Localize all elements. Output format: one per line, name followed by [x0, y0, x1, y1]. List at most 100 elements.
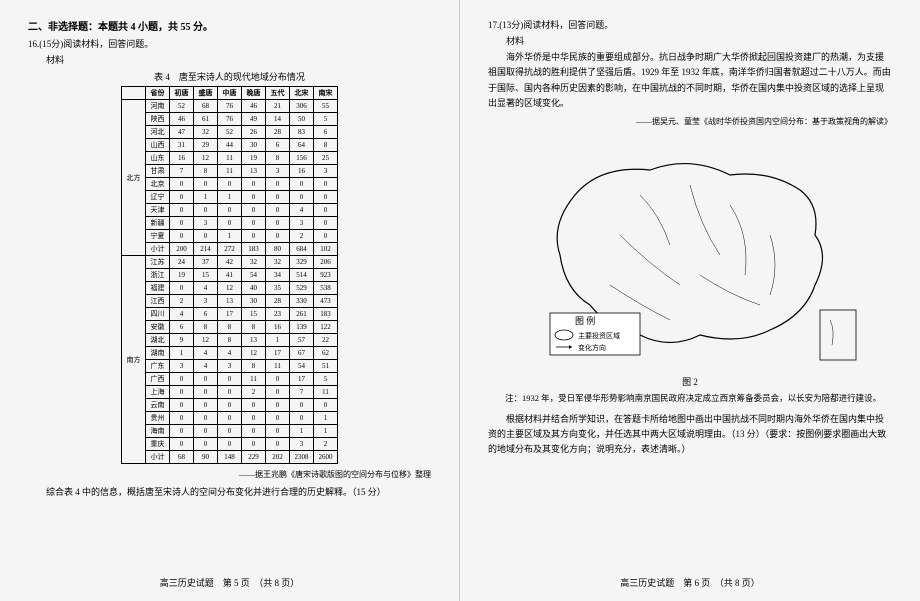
table-cell: 14	[266, 113, 290, 126]
table-cell: 0	[218, 425, 242, 438]
table-cell: 江西	[146, 295, 170, 308]
table-cell: 102	[314, 243, 338, 256]
table-cell: 923	[314, 269, 338, 282]
table-cell: 306	[290, 100, 314, 113]
table-cell: 0	[242, 191, 266, 204]
table-cell: 68	[194, 100, 218, 113]
table-cell: 47	[170, 126, 194, 139]
table-cell: 0	[218, 412, 242, 425]
col-header: 中唐	[218, 87, 242, 100]
q16-header: 16.(15分)阅读材料，回答问题。	[28, 37, 431, 50]
table-cell: 54	[290, 360, 314, 373]
table-cell: 0	[194, 373, 218, 386]
table-cell: 139	[290, 321, 314, 334]
table-cell: 6	[266, 139, 290, 152]
table-cell: 0	[194, 204, 218, 217]
table-cell: 52	[218, 126, 242, 139]
table-cell: 4	[194, 347, 218, 360]
table-cell: 小计	[146, 243, 170, 256]
table-cell: 19	[242, 152, 266, 165]
table-row: 南方江苏2437423232329206	[122, 256, 338, 269]
table-cell: 32	[242, 256, 266, 269]
table-cell: 37	[194, 256, 218, 269]
table-row: 小计20021427218380684102	[122, 243, 338, 256]
table-cell: 2	[314, 438, 338, 451]
table-cell: 229	[242, 451, 266, 464]
q17-question: 根据材料并结合所学知识，在答题卡所给地图中画出中国抗战不同时期内海外华侨在国内集…	[488, 412, 892, 458]
table-cell: 0	[266, 425, 290, 438]
table-cell: 0	[314, 230, 338, 243]
table-cell: 15	[242, 308, 266, 321]
table-cell: 62	[314, 347, 338, 360]
table-cell: 福建	[146, 282, 170, 295]
table-row: 上海00020711	[122, 386, 338, 399]
right-source: ——据吴元、童莹《战时华侨投资国内空间分布：基于政策视角的解读》	[488, 116, 892, 127]
para1: 海外华侨是中华民族的重要组成部分。抗日战争时期广大华侨掀起回国投资建厂的热潮，为…	[488, 50, 892, 111]
table-row: 福建04124035529538	[122, 282, 338, 295]
table-row: 安徽688816139122	[122, 321, 338, 334]
table-cell: 0	[170, 204, 194, 217]
table-cell: 24	[170, 256, 194, 269]
table-cell: 13	[218, 295, 242, 308]
table-cell: 67	[290, 347, 314, 360]
table-cell: 90	[194, 451, 218, 464]
table-cell: 四川	[146, 308, 170, 321]
table-cell: 46	[170, 113, 194, 126]
table-cell: 12	[218, 282, 242, 295]
table-cell: 32	[194, 126, 218, 139]
table-cell: 35	[266, 282, 290, 295]
table-cell: 6	[314, 126, 338, 139]
table-cell: 148	[218, 451, 242, 464]
table-cell: 16	[290, 165, 314, 178]
table-cell: 15	[194, 269, 218, 282]
table-cell: 50	[290, 113, 314, 126]
table-cell: 64	[290, 139, 314, 152]
table-row: 江西23133028330473	[122, 295, 338, 308]
table-cell: 0	[314, 191, 338, 204]
table-cell: 329	[290, 256, 314, 269]
table-cell: 山东	[146, 152, 170, 165]
table-cell: 514	[290, 269, 314, 282]
page-right: 17.(13分)阅读材料，回答问题。 材料 海外华侨是中华民族的重要组成部分。抗…	[460, 0, 920, 601]
table-cell: 6	[170, 321, 194, 334]
table-cell: 6	[194, 308, 218, 321]
table-row: 新疆0300030	[122, 217, 338, 230]
table-cell: 0	[170, 230, 194, 243]
table-cell: 0	[218, 204, 242, 217]
table-cell: 11	[266, 360, 290, 373]
table-cell: 272	[218, 243, 242, 256]
material-label: 材料	[28, 53, 431, 66]
table-cell: 11	[314, 386, 338, 399]
q17-header: 17.(13分)阅读材料，回答问题。	[488, 18, 892, 31]
table-cell: 12	[242, 347, 266, 360]
table-cell: 83	[290, 126, 314, 139]
table-cell: 0	[170, 178, 194, 191]
region-name: 北方	[122, 100, 146, 256]
table-cell: 8	[218, 321, 242, 334]
table-cell: 0	[194, 178, 218, 191]
table-cell: 1	[266, 334, 290, 347]
table-cell: 11	[218, 152, 242, 165]
table-cell: 天津	[146, 204, 170, 217]
table-cell: 46	[242, 100, 266, 113]
table-cell: 0	[242, 178, 266, 191]
table-cell: 0	[266, 178, 290, 191]
table-cell: 54	[242, 269, 266, 282]
table-row: 浙江1915415434514923	[122, 269, 338, 282]
table-cell: 湖南	[146, 347, 170, 360]
table-cell: 3	[290, 217, 314, 230]
table-cell: 0	[290, 191, 314, 204]
table-cell: 26	[242, 126, 266, 139]
table-row: 河北4732522628836	[122, 126, 338, 139]
table-cell: 41	[218, 269, 242, 282]
table-cell: 河北	[146, 126, 170, 139]
table-row: 重庆0000032	[122, 438, 338, 451]
table-cell: 1	[218, 191, 242, 204]
table-cell: 11	[242, 373, 266, 386]
table-row: 甘肃7811133163	[122, 165, 338, 178]
table-cell: 1	[194, 191, 218, 204]
col-header: 晚唐	[242, 87, 266, 100]
table-cell: 贵州	[146, 412, 170, 425]
table-cell: 21	[266, 100, 290, 113]
table-cell: 小计	[146, 451, 170, 464]
